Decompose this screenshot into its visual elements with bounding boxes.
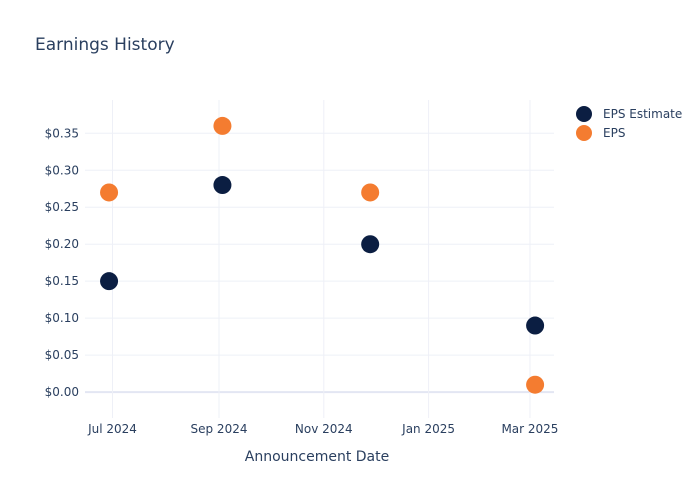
x-tick-label: Sep 2024 [191, 422, 248, 436]
eps-estimate-point[interactable] [526, 316, 545, 335]
eps-estimate-point[interactable] [213, 176, 232, 195]
y-tick-label: $0.00 [45, 385, 79, 399]
eps-point[interactable] [526, 375, 545, 394]
legend-marker-eps-estimate[interactable] [576, 106, 592, 122]
eps-point[interactable] [213, 116, 232, 135]
eps-estimate-point[interactable] [361, 235, 380, 254]
y-tick-label: $0.10 [45, 311, 79, 325]
y-tick-label: $0.30 [45, 163, 79, 177]
y-axis-ticks: $0.00 $0.05 $0.10 $0.15 $0.20 $0.25 $0.30 $0.35 [45, 126, 79, 399]
grid [85, 100, 554, 418]
legend[interactable]: EPS Estimate EPS [576, 106, 682, 141]
x-axis-ticks: Jul 2024 Sep 2024 Nov 2024 Jan 2025 Mar 2025 [87, 422, 558, 436]
legend-label-eps-estimate[interactable]: EPS Estimate [603, 107, 682, 121]
eps-point[interactable] [361, 183, 380, 202]
legend-marker-eps[interactable] [576, 125, 592, 141]
y-tick-label: $0.15 [45, 274, 79, 288]
y-tick-label: $0.05 [45, 348, 79, 362]
x-tick-label: Mar 2025 [501, 422, 558, 436]
x-tick-label: Jul 2024 [87, 422, 137, 436]
x-tick-label: Jan 2025 [401, 422, 455, 436]
y-tick-label: $0.35 [45, 126, 79, 140]
data-points [100, 116, 545, 394]
chart-title: Earnings History [35, 35, 175, 55]
x-axis-title: Announcement Date [245, 449, 389, 465]
y-tick-label: $0.25 [45, 200, 79, 214]
y-tick-label: $0.20 [45, 237, 79, 251]
x-tick-label: Nov 2024 [295, 422, 353, 436]
eps-estimate-point[interactable] [100, 272, 119, 291]
legend-label-eps[interactable]: EPS [603, 126, 625, 140]
eps-point[interactable] [100, 183, 119, 202]
